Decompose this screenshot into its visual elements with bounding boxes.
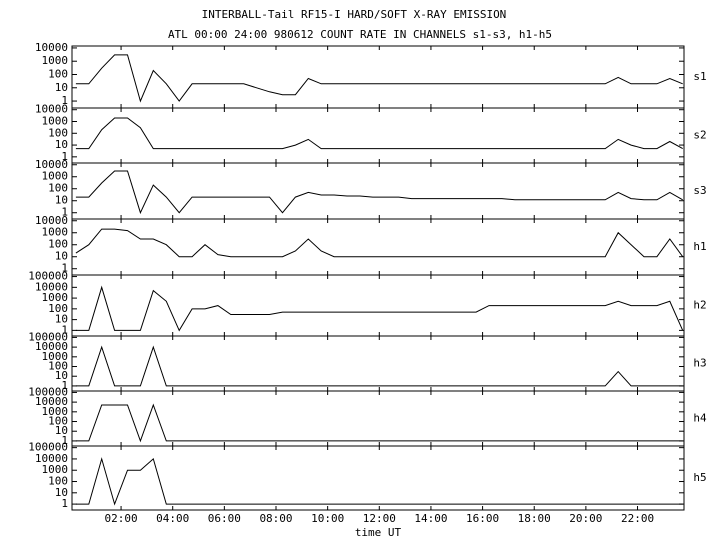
y-tick-label: 100 — [48, 67, 68, 80]
series-label: h5 — [693, 471, 706, 484]
y-tick-label: 100000 — [28, 270, 68, 283]
y-tick-label: 10 — [55, 313, 68, 326]
series-label: h1 — [693, 240, 706, 253]
data-line — [75, 170, 683, 215]
y-tick-label: 1000 — [42, 350, 69, 363]
y-tick-label: 1000 — [42, 291, 69, 304]
y-tick-label: 1000 — [42, 115, 69, 128]
y-tick-label: 1 — [61, 262, 68, 275]
y-tick-label: 1000 — [42, 463, 69, 476]
y-tick-label: 1 — [61, 206, 68, 219]
y-tick-label: 100000 — [28, 385, 68, 398]
y-tick-label: 1 — [61, 150, 68, 163]
y-tick-label: 100 — [48, 238, 68, 251]
x-tick-label: 14:00 — [414, 512, 447, 525]
y-tick-label: 100 — [48, 302, 68, 315]
x-tick-label: 06:00 — [208, 512, 241, 525]
series-label: h2 — [693, 299, 706, 312]
y-tick-label: 1 — [61, 379, 68, 392]
y-tick-label: 10 — [55, 250, 68, 263]
y-tick-label: 10000 — [35, 41, 68, 54]
series-label: s2 — [693, 129, 706, 142]
data-line — [75, 403, 683, 443]
series-label: s1 — [693, 70, 706, 83]
data-line — [75, 117, 683, 150]
x-tick-label: 18:00 — [518, 512, 551, 525]
y-tick-label: 10 — [55, 486, 68, 499]
data-line — [75, 345, 683, 387]
y-tick-label: 10000 — [35, 452, 68, 465]
y-tick-label: 1 — [61, 323, 68, 336]
y-tick-label: 10 — [55, 424, 68, 437]
y-tick-label: 10000 — [35, 395, 68, 408]
x-axis-label: time UT — [355, 526, 402, 539]
x-tick-label: 20:00 — [569, 512, 602, 525]
x-tick-label: 02:00 — [105, 512, 138, 525]
data-line — [75, 228, 684, 258]
series-label: h3 — [693, 357, 706, 370]
y-tick-label: 10 — [55, 369, 68, 382]
data-line — [75, 54, 683, 103]
y-tick-label: 1 — [61, 497, 68, 510]
y-tick-label: 1000 — [42, 226, 69, 239]
y-tick-label: 100 — [48, 415, 68, 428]
y-tick-label: 10 — [55, 81, 68, 94]
series-label: h4 — [693, 412, 707, 425]
y-tick-label: 10 — [55, 138, 68, 151]
x-tick-label: 22:00 — [621, 512, 654, 525]
y-tick-label: 1000 — [42, 54, 69, 67]
data-line — [75, 285, 684, 332]
x-tick-label: 08:00 — [259, 512, 292, 525]
x-tick-label: 04:00 — [156, 512, 189, 525]
series-label: s3 — [693, 184, 706, 197]
y-tick-label: 100 — [48, 182, 68, 195]
y-tick-label: 1 — [61, 94, 68, 107]
data-line — [75, 457, 683, 506]
y-tick-label: 10000 — [35, 158, 68, 171]
y-tick-label: 10000 — [35, 340, 68, 353]
y-tick-label: 10 — [55, 194, 68, 207]
x-tick-label: 12:00 — [363, 512, 396, 525]
x-tick-label: 16:00 — [466, 512, 499, 525]
y-tick-label: 100 — [48, 475, 68, 488]
y-tick-label: 10000 — [35, 280, 68, 293]
y-tick-label: 10000 — [35, 214, 68, 227]
y-tick-label: 100000 — [28, 441, 68, 454]
chart-title: INTERBALL-Tail RF15-I HARD/SOFT X-RAY EM… — [202, 8, 507, 21]
y-tick-label: 100 — [48, 360, 68, 373]
y-tick-label: 100 — [48, 126, 68, 139]
y-tick-label: 1 — [61, 434, 68, 447]
panel-frame — [71, 445, 685, 511]
chart-subtitle: ATL 00:00 24:00 980612 COUNT RATE IN CHA… — [168, 28, 552, 41]
y-tick-label: 100000 — [28, 330, 68, 343]
y-tick-label: 1000 — [42, 405, 69, 418]
y-tick-label: 10000 — [35, 103, 68, 116]
y-tick-label: 1000 — [42, 170, 69, 183]
x-tick-label: 10:00 — [311, 512, 344, 525]
